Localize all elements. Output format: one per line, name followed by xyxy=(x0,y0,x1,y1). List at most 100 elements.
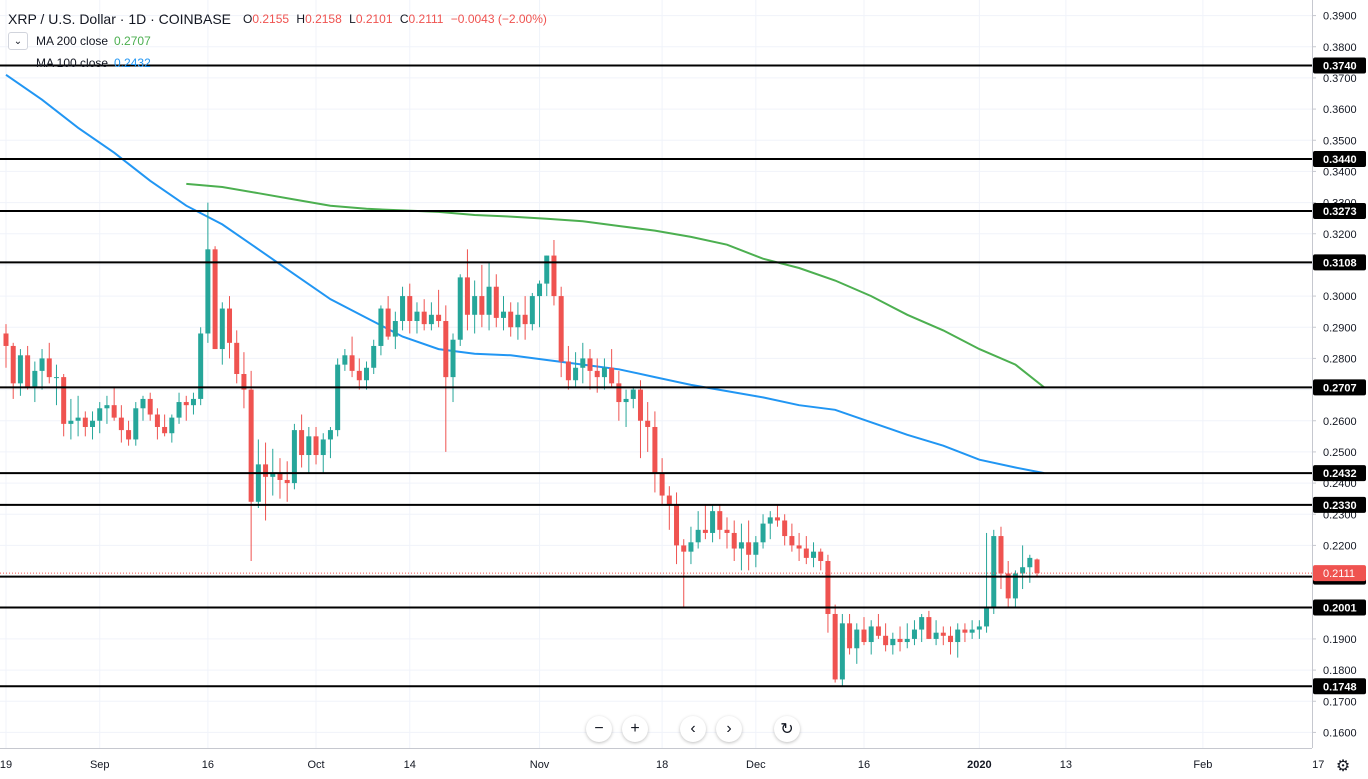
candle-body-133 xyxy=(962,629,968,633)
candle-body-143 xyxy=(1034,559,1040,574)
candle-body-83 xyxy=(601,367,607,378)
y-tick-label-5: 0.3400 xyxy=(1323,166,1357,178)
x-tick-label-0: 19 xyxy=(0,759,12,771)
candle-body-21 xyxy=(154,414,160,427)
y-tick-label-1: 0.3800 xyxy=(1323,42,1357,54)
candle-body-1 xyxy=(10,345,16,384)
candle-body-15 xyxy=(111,405,117,418)
candle-body-117 xyxy=(847,623,853,649)
close-value: 0.2111 xyxy=(408,12,444,26)
ma200-line xyxy=(186,182,1045,389)
settings-button[interactable]: ⚙ xyxy=(1330,756,1356,776)
x-tick-label-3: Oct xyxy=(307,759,324,771)
ma200-name: MA 200 close xyxy=(36,34,109,48)
candle-body-59 xyxy=(428,314,434,325)
y-tick-label-17: 0.2200 xyxy=(1323,540,1357,552)
chart-legend: XRP / U.S. Dollar · 1D · COINBASE O0.215… xyxy=(8,8,547,74)
zoom-in-icon: + xyxy=(630,720,640,737)
candle-body-124 xyxy=(897,638,903,643)
candle-body-110 xyxy=(796,545,802,549)
indicator-ma100[interactable]: MA 100 close 0.2432 xyxy=(8,52,547,74)
candle-body-13 xyxy=(97,408,103,421)
candle-body-97 xyxy=(702,529,708,533)
candle-body-48 xyxy=(349,355,355,371)
candle-body-139 xyxy=(1005,573,1011,599)
y-tick-label-21: 0.1800 xyxy=(1323,665,1357,677)
level-tag-5 xyxy=(1313,465,1366,482)
candle-body-67 xyxy=(486,286,492,315)
candle-body-55 xyxy=(400,296,406,322)
candle-body-141 xyxy=(1020,567,1026,574)
change-value: −0.0043 (−2.00%) xyxy=(450,12,547,26)
candle-body-28 xyxy=(205,249,211,334)
candle-body-129 xyxy=(933,632,939,639)
candle-body-72 xyxy=(522,314,528,325)
candle-body-18 xyxy=(133,408,139,440)
level-tag-label-0: 0.3740 xyxy=(1323,60,1357,72)
y-tick-label-4: 0.3500 xyxy=(1323,135,1357,147)
level-tag-6 xyxy=(1313,496,1366,513)
candle-body-142 xyxy=(1027,557,1033,568)
candle-body-114 xyxy=(825,561,831,614)
low-value: 0.2101 xyxy=(355,12,393,26)
collapse-legend-button[interactable]: ⌄ xyxy=(8,32,28,50)
candle-body-50 xyxy=(364,367,369,381)
gear-icon: ⚙ xyxy=(1335,758,1351,775)
low-key: L xyxy=(349,12,356,26)
x-tick-label-4: 14 xyxy=(404,759,416,771)
scroll-right-button[interactable]: › xyxy=(716,716,742,742)
candle-body-36 xyxy=(263,464,269,477)
candle-body-103 xyxy=(746,542,752,555)
reset-button[interactable]: ↻ xyxy=(774,716,800,742)
chart-navigation: − + ‹ › ↻ xyxy=(586,716,800,742)
candle-body-120 xyxy=(868,626,874,643)
candle-body-128 xyxy=(926,617,932,639)
scroll-right-icon: › xyxy=(726,720,732,737)
candle-body-8 xyxy=(61,377,67,424)
y-tick-label-7: 0.3200 xyxy=(1323,229,1357,241)
candle-body-9 xyxy=(68,420,74,424)
candle-body-95 xyxy=(688,542,694,552)
candle-body-81 xyxy=(587,358,593,371)
candle-body-127 xyxy=(919,617,925,630)
candle-body-53 xyxy=(385,308,391,337)
candle-body-122 xyxy=(883,635,889,646)
close-key: C xyxy=(399,12,409,26)
candle-body-70 xyxy=(508,311,514,328)
candle-body-79 xyxy=(573,367,579,381)
candle-body-63 xyxy=(457,277,463,340)
candle-body-58 xyxy=(421,311,427,325)
level-tag-0 xyxy=(1313,57,1366,74)
x-tick-label-11: Feb xyxy=(1193,759,1212,771)
symbol-title: XRP / U.S. Dollar · 1D · COINBASE xyxy=(8,11,232,27)
candle-body-140 xyxy=(1012,573,1018,599)
y-tick-label-3: 0.3600 xyxy=(1323,104,1357,116)
scroll-left-button[interactable]: ‹ xyxy=(680,716,706,742)
candle-body-34 xyxy=(248,389,254,502)
candle-body-123 xyxy=(890,638,896,646)
candle-body-75 xyxy=(544,255,550,284)
zoom-in-button[interactable]: + xyxy=(622,716,648,742)
candle-body-47 xyxy=(342,355,348,365)
candle-body-11 xyxy=(82,417,88,427)
level-tag-label-4: 0.2707 xyxy=(1323,382,1357,394)
candle-body-125 xyxy=(904,638,910,643)
candle-body-56 xyxy=(407,296,413,322)
candle-body-74 xyxy=(537,283,543,297)
candle-body-25 xyxy=(183,402,189,406)
zoom-out-icon: − xyxy=(594,720,604,737)
zoom-out-button[interactable]: − xyxy=(586,716,612,742)
candle-body-93 xyxy=(674,504,680,546)
candle-body-52 xyxy=(378,308,384,346)
candle-body-39 xyxy=(284,479,290,484)
candle-body-17 xyxy=(126,430,132,440)
candle-body-78 xyxy=(565,361,571,381)
y-tick-label-13: 0.2600 xyxy=(1323,416,1357,428)
indicator-ma200[interactable]: ⌄ MA 200 close 0.2707 xyxy=(8,30,547,52)
current-price-tag xyxy=(1313,565,1366,582)
candle-body-107 xyxy=(774,517,780,521)
symbol-row: XRP / U.S. Dollar · 1D · COINBASE O0.215… xyxy=(8,8,547,30)
candle-body-46 xyxy=(335,364,341,431)
candle-body-131 xyxy=(948,635,954,643)
